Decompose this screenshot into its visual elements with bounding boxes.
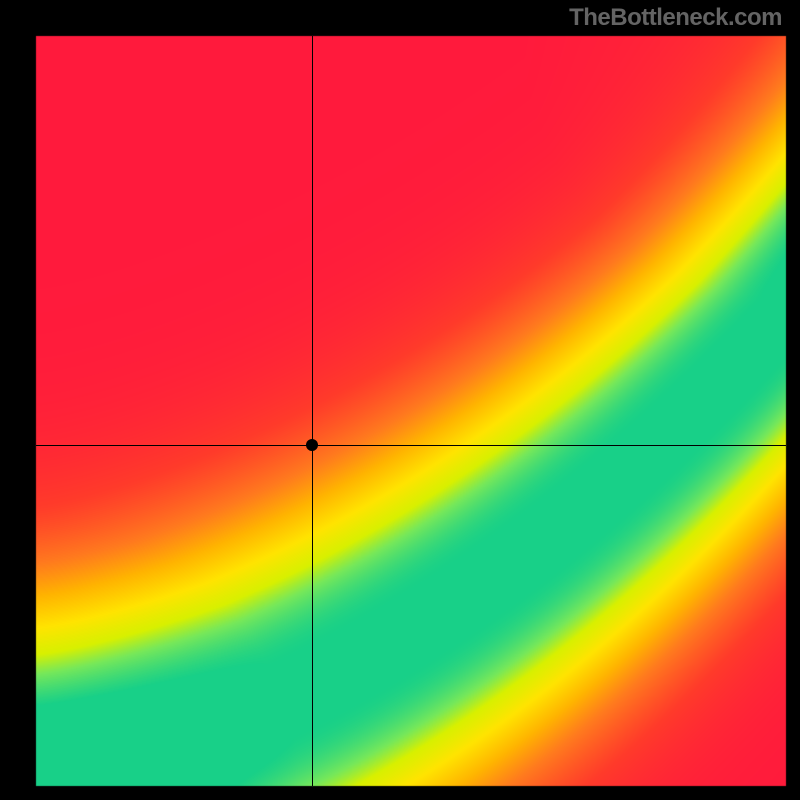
crosshair-vertical: [312, 36, 313, 786]
crosshair-horizontal: [36, 445, 786, 446]
bottleneck-heatmap: [0, 0, 800, 800]
crosshair-marker: [306, 439, 318, 451]
watermark-text: TheBottleneck.com: [569, 4, 782, 32]
